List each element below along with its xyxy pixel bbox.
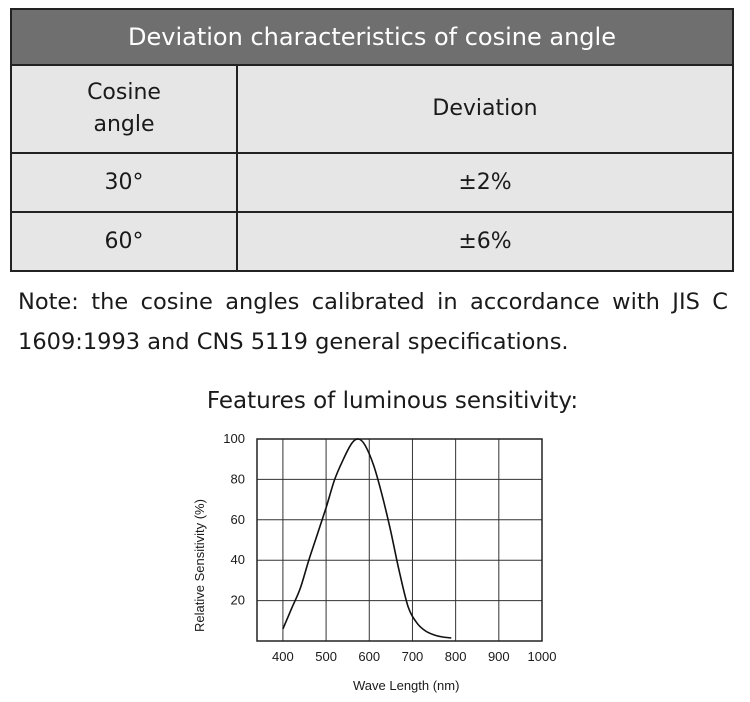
grid [257,439,542,641]
angle-cell: 30° [10,152,238,213]
table-title: Deviation characteristics of cosine angl… [10,8,734,66]
y-tick-label: 100 [223,431,245,446]
header-deviation: Deviation [236,64,734,154]
x-tick-label: 400 [272,649,294,664]
table-row: 60° ±6% [10,211,734,272]
x-axis-label: Wave Length (nm) [353,678,459,693]
deviation-cell: ±2% [236,152,734,213]
deviation-cell: ±6% [236,211,734,272]
x-tick-label: 700 [402,649,424,664]
table-row: 30° ±2% [10,152,734,213]
y-axis-label: Relative Sensitivity (%) [192,499,207,632]
x-tick-label: 1000 [528,649,557,664]
plot-frame [256,438,543,642]
x-tick-label: 900 [488,649,510,664]
chart-title: Features of luminous sensitivity: [206,388,579,414]
header-cosine-angle-label: Cosine angle [87,80,161,137]
sensitivity-curve [282,438,452,639]
deviation-table: Deviation characteristics of cosine angl… [10,8,734,272]
y-tick-label: 40 [231,552,245,567]
x-tick-label: 800 [445,649,467,664]
x-tick-label: 500 [315,649,337,664]
tick-labels: 400 500 600 700 800 900 1000 20 40 60 80 100 [223,431,556,664]
y-tick-label: 60 [231,512,245,527]
y-tick-label: 20 [231,593,245,608]
header-cosine-angle: Cosine angle [10,64,238,154]
x-tick-label: 600 [358,649,380,664]
angle-cell: 60° [10,211,238,272]
y-tick-label: 80 [231,471,245,486]
calibration-note: Note: the cosine angles calibrated in ac… [18,289,728,355]
